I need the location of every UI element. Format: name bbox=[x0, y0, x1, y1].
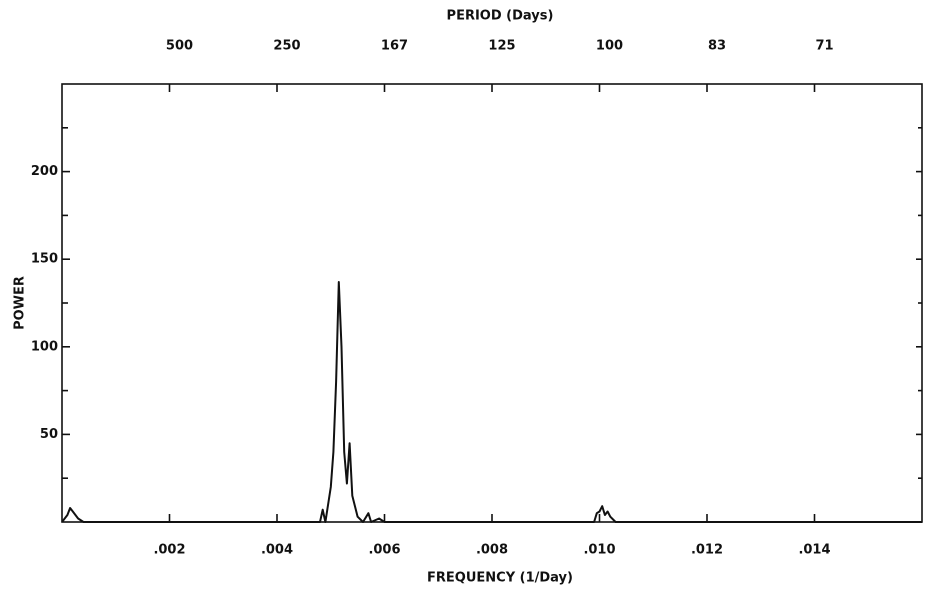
y-tick-label: 50 bbox=[40, 427, 58, 442]
top-tick-label: 250 bbox=[273, 39, 300, 54]
top-axis-title: PERIOD (Days) bbox=[447, 9, 554, 24]
plot-frame bbox=[61, 83, 923, 523]
top-tick-label: 100 bbox=[596, 39, 623, 54]
y-tick-label: 100 bbox=[31, 339, 58, 354]
y-tick-label: 200 bbox=[31, 164, 58, 179]
top-tick-label: 71 bbox=[815, 39, 833, 54]
x-axis-title: FREQUENCY (1/Day) bbox=[427, 571, 573, 586]
top-tick-label: 167 bbox=[381, 39, 408, 54]
spectrum-line bbox=[61, 281, 922, 523]
x-tick-label: .004 bbox=[261, 543, 293, 558]
top-tick-label: 83 bbox=[708, 39, 726, 54]
x-tick-label: .006 bbox=[368, 543, 400, 558]
y-axis-title: POWER bbox=[13, 276, 28, 330]
top-tick-label: 500 bbox=[166, 39, 193, 54]
x-tick-label: .014 bbox=[798, 543, 830, 558]
x-tick-label: .002 bbox=[153, 543, 185, 558]
x-tick-label: .010 bbox=[583, 543, 615, 558]
top-tick-label: 125 bbox=[488, 39, 515, 54]
x-tick-label: .012 bbox=[691, 543, 723, 558]
x-tick-label: .008 bbox=[476, 543, 508, 558]
y-tick-label: 150 bbox=[31, 252, 58, 267]
